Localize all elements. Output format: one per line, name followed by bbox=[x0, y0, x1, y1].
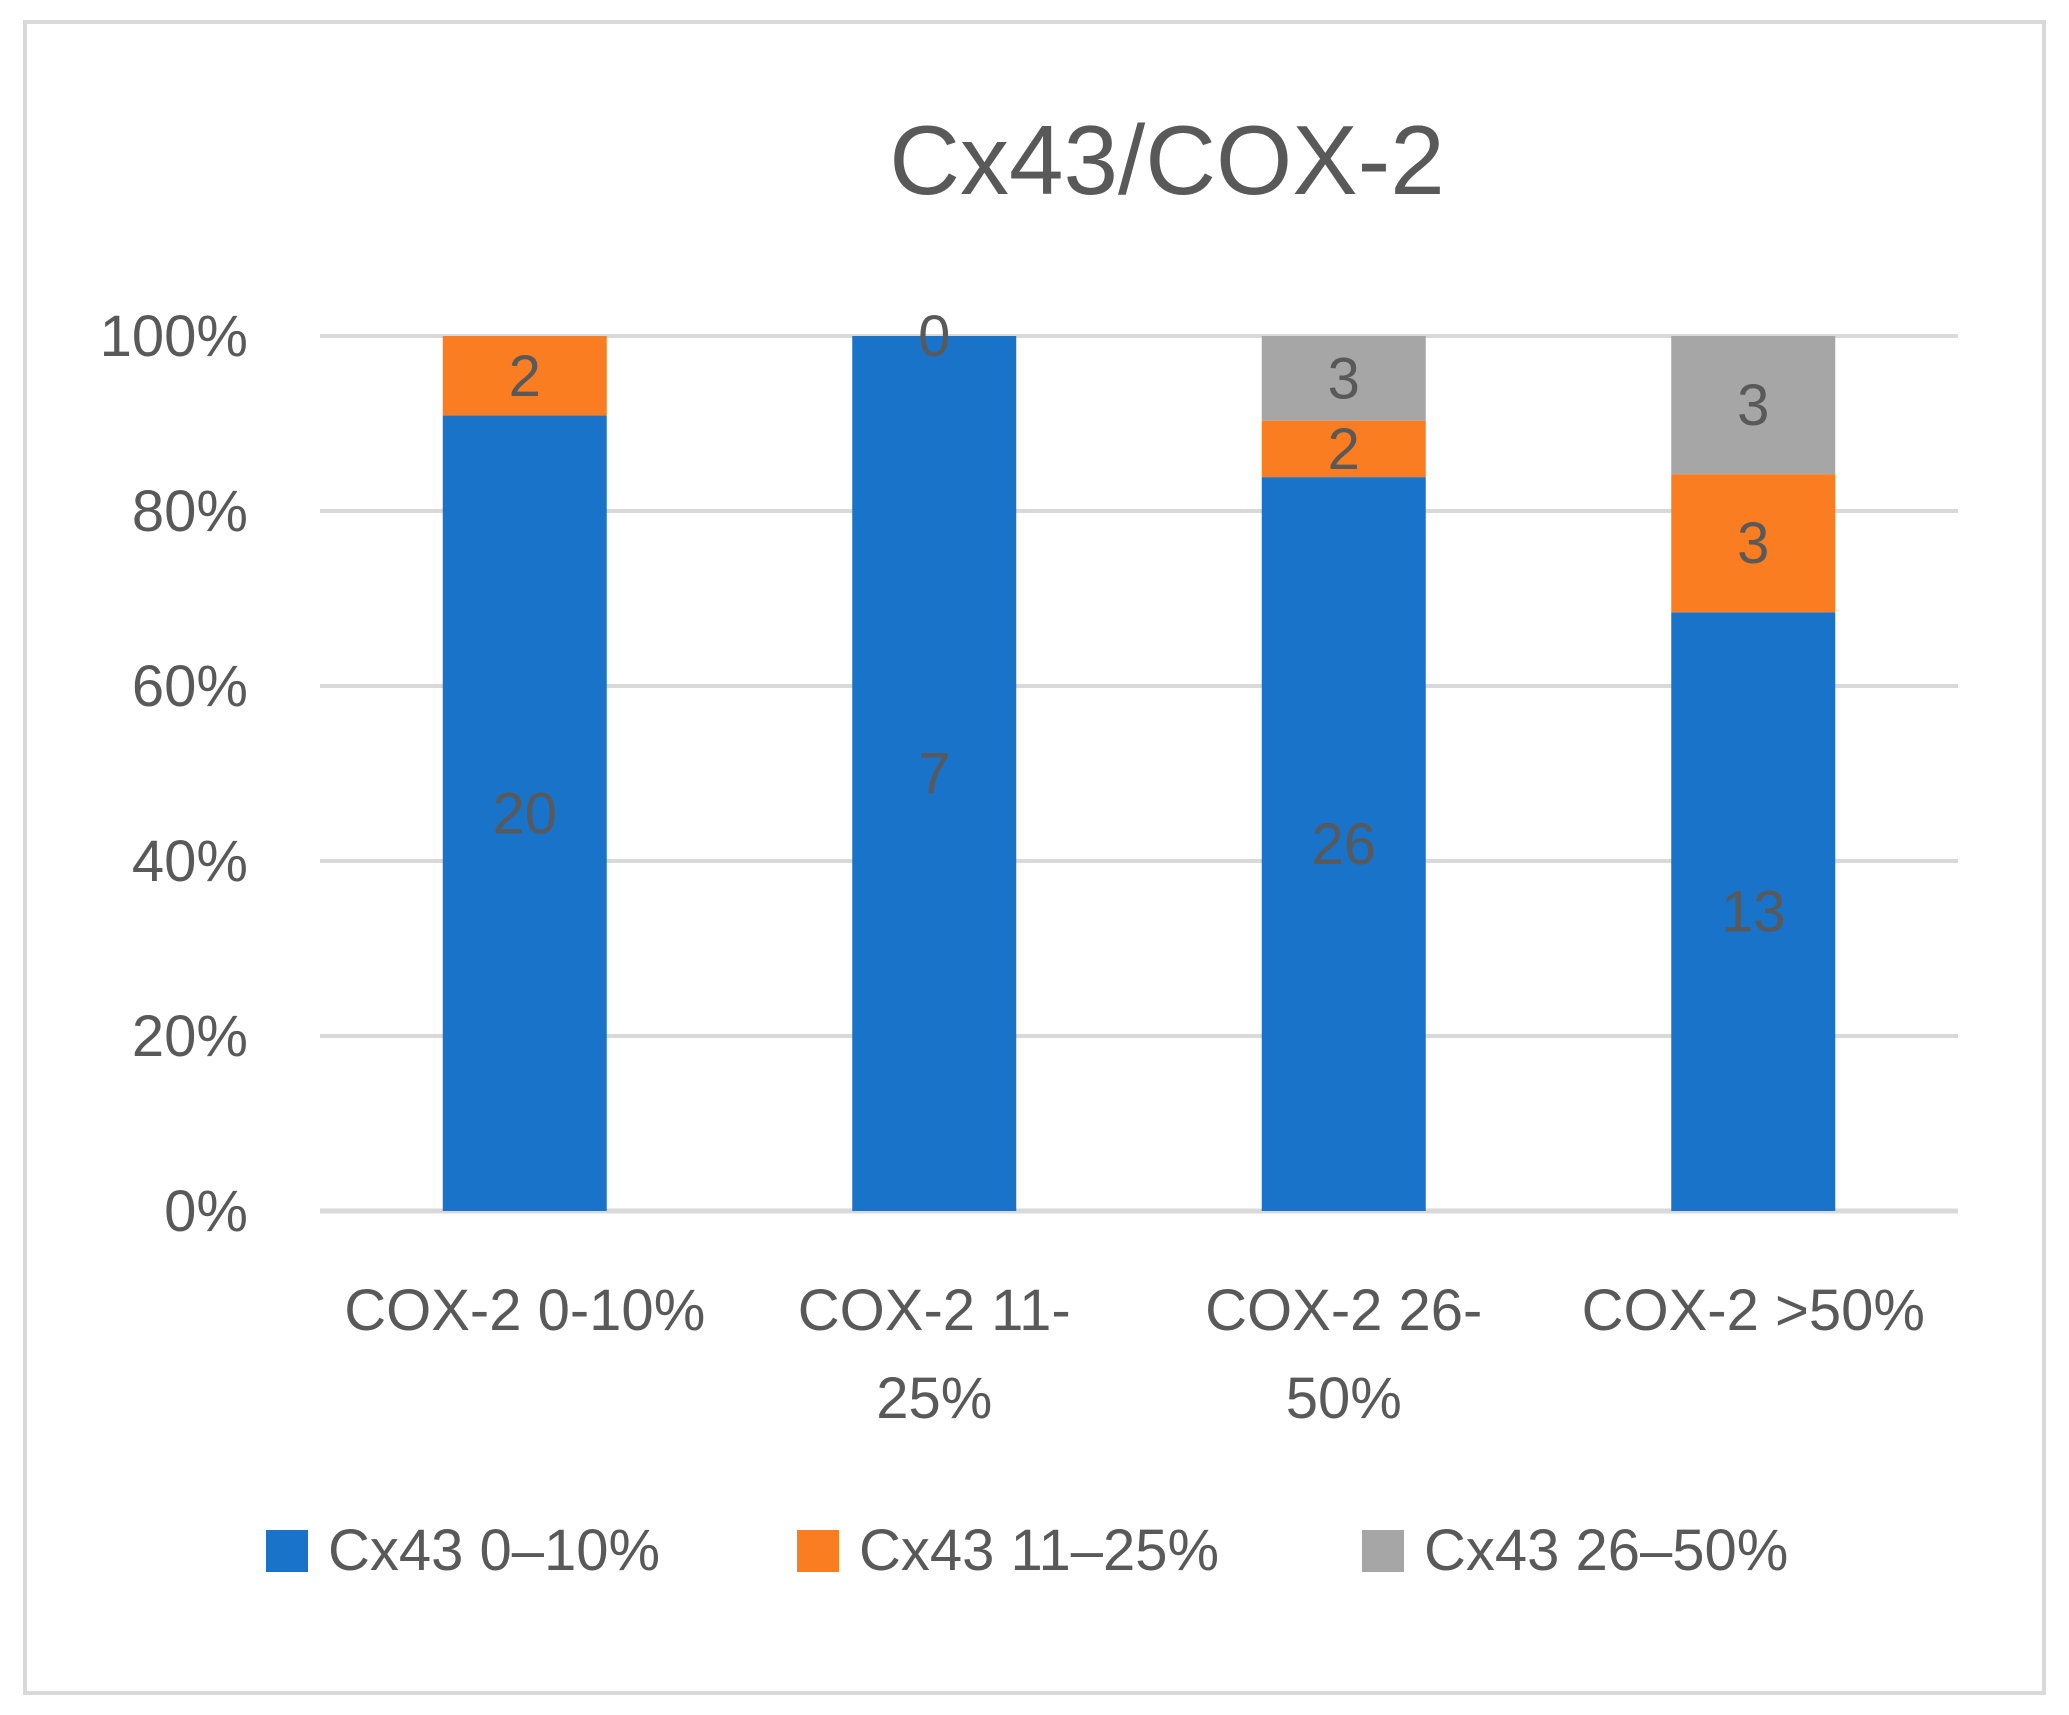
bar-segment bbox=[852, 336, 1017, 1211]
x-category-label: COX-2 26-50% bbox=[1205, 1278, 1482, 1431]
legend-swatch bbox=[1362, 1530, 1404, 1572]
data-label: 26 bbox=[1311, 812, 1376, 877]
bar-segment bbox=[1671, 474, 1836, 613]
data-label: 3 bbox=[1328, 346, 1360, 411]
legend-swatch bbox=[266, 1530, 308, 1572]
x-axis-category-labels: COX-2 0-10% COX-2 11-25% COX-2 26-50% COX-2… bbox=[344, 1278, 1925, 1431]
bar-segment bbox=[442, 415, 607, 1212]
legend-label: Cx43 11–25% bbox=[859, 1518, 1219, 1583]
x-category-label: COX-2 >50% bbox=[1582, 1278, 1925, 1343]
y-tick-label: 60% bbox=[132, 654, 248, 719]
bar-segment bbox=[1261, 336, 1426, 421]
data-label: 2 bbox=[1328, 417, 1360, 482]
legend-swatch bbox=[797, 1530, 839, 1572]
y-tick-label: 0% bbox=[164, 1179, 248, 1244]
data-label: 3 bbox=[1737, 511, 1769, 576]
data-label: 3 bbox=[1737, 373, 1769, 438]
bar-segment bbox=[1671, 612, 1836, 1211]
y-tick-label: 40% bbox=[132, 829, 248, 894]
data-label: 2 bbox=[509, 344, 541, 409]
y-tick-label: 100% bbox=[100, 304, 248, 369]
bars bbox=[442, 336, 1836, 1212]
legend-label: Cx43 0–10% bbox=[328, 1518, 660, 1583]
data-label: 13 bbox=[1721, 880, 1786, 945]
bar-segment bbox=[1261, 420, 1426, 478]
bar-segment bbox=[1671, 336, 1836, 475]
y-tick-label: 80% bbox=[132, 479, 248, 544]
y-axis-tick-labels: 0% 20% 40% 60% 80% 100% bbox=[100, 304, 248, 1244]
data-label: 20 bbox=[492, 781, 557, 846]
bar-segment bbox=[1261, 477, 1426, 1211]
x-category-label: COX-2 11-25% bbox=[798, 1278, 1071, 1431]
x-category-label: COX-2 0-10% bbox=[344, 1278, 705, 1343]
data-label: 7 bbox=[918, 742, 950, 807]
data-label: 0 bbox=[918, 304, 950, 369]
chart-title: Cx43/COX-2 bbox=[889, 105, 1445, 215]
y-tick-label: 20% bbox=[132, 1004, 248, 1069]
legend-label: Cx43 26–50% bbox=[1424, 1518, 1788, 1583]
bar-segment bbox=[442, 336, 607, 416]
legend: Cx43 0–10% Cx43 11–25% Cx43 26–50% bbox=[266, 1518, 1788, 1583]
